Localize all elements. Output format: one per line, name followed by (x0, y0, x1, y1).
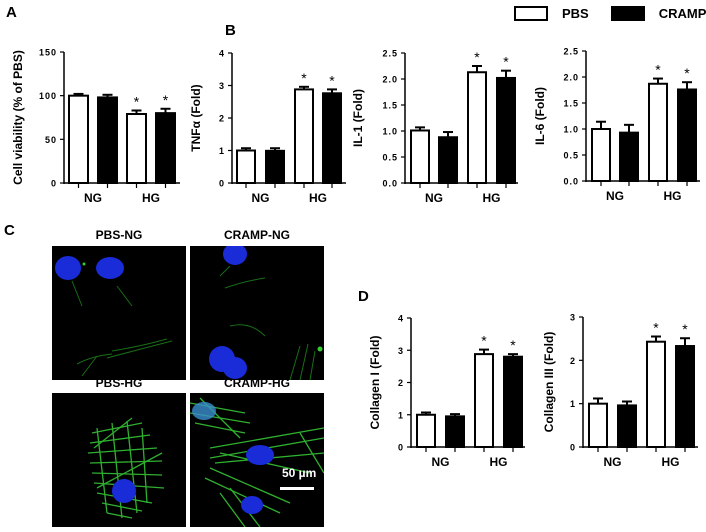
svg-text:2.5: 2.5 (382, 49, 398, 59)
svg-text:2.0: 2.0 (563, 73, 579, 83)
svg-text:2.5: 2.5 (563, 47, 579, 57)
legend-label-cramp: CRAMP (658, 5, 706, 21)
svg-text:*: * (510, 337, 516, 353)
svg-text:0.5: 0.5 (563, 151, 579, 161)
svg-text:1: 1 (570, 399, 576, 409)
svg-text:*: * (481, 333, 487, 349)
svg-text:NG: NG (252, 191, 270, 205)
svg-text:*: * (163, 92, 169, 108)
svg-text:NG: NG (606, 189, 624, 203)
nucleus-icon (223, 357, 247, 379)
svg-text:Cell viability (% of PBS): Cell viability (% of PBS) (11, 50, 25, 185)
micro-image-cramp-ng (190, 246, 324, 380)
panel-label-b: B (225, 22, 236, 39)
svg-text:3: 3 (219, 81, 225, 91)
svg-text:HG: HG (664, 189, 682, 203)
svg-text:2: 2 (398, 378, 404, 388)
svg-text:3: 3 (570, 313, 576, 323)
nucleus-icon (223, 246, 247, 265)
svg-text:NG: NG (604, 455, 622, 469)
svg-text:1.5: 1.5 (382, 101, 398, 111)
legend-label-pbs: PBS (562, 5, 589, 21)
svg-text:1.5: 1.5 (563, 99, 579, 109)
svg-text:NG: NG (84, 191, 102, 205)
svg-text:HG: HG (483, 191, 501, 205)
svg-text:0: 0 (570, 443, 576, 453)
svg-text:1: 1 (398, 410, 404, 420)
svg-text:*: * (655, 62, 661, 78)
svg-text:3: 3 (398, 346, 404, 356)
micro-title-pbs-ng: PBS-NG (95, 228, 143, 242)
nucleus-icon (112, 479, 136, 503)
svg-text:1.0: 1.0 (382, 127, 398, 137)
svg-text:0: 0 (51, 179, 57, 189)
svg-text:0.0: 0.0 (563, 177, 579, 187)
svg-text:HG: HG (662, 455, 680, 469)
svg-text:Collagen I (Fold): Collagen I (Fold) (368, 336, 382, 430)
svg-text:HG: HG (142, 191, 160, 205)
micro-image-pbs-ng (52, 246, 186, 380)
legend-swatch-cramp (610, 5, 645, 21)
svg-text:TNFα (Fold): TNFα (Fold) (189, 84, 203, 151)
svg-text:*: * (682, 321, 688, 337)
svg-text:*: * (653, 320, 659, 336)
svg-text:*: * (474, 49, 480, 65)
svg-text:*: * (329, 72, 335, 88)
micro-title-cramp-ng: CRAMP-NG (224, 228, 290, 242)
svg-text:4: 4 (219, 49, 225, 59)
legend: PBS CRAMP (514, 2, 706, 24)
svg-text:HG: HG (309, 191, 327, 205)
svg-text:HG: HG (490, 455, 508, 469)
nucleus-icon (55, 256, 81, 280)
micro-image-cramp-hg: 50 µm (190, 393, 324, 527)
panel-label-d: D (358, 288, 369, 305)
panel-label-a: A (6, 4, 17, 21)
micro-image-pbs-hg (52, 393, 186, 527)
legend-swatch-pbs (514, 5, 548, 21)
scale-bar-label: 50 µm (282, 466, 316, 480)
svg-text:100: 100 (39, 91, 57, 101)
svg-text:4: 4 (398, 314, 404, 324)
svg-text:*: * (503, 54, 509, 70)
svg-text:0.5: 0.5 (382, 153, 398, 163)
svg-text:150: 150 (39, 48, 57, 58)
nucleus-icon (96, 257, 124, 279)
svg-text:Collagen III (Fold): Collagen III (Fold) (542, 332, 556, 433)
svg-text:*: * (301, 70, 307, 86)
svg-text:0: 0 (219, 179, 225, 189)
svg-text:NG: NG (432, 455, 450, 469)
svg-text:2: 2 (219, 114, 225, 124)
svg-text:*: * (134, 94, 140, 110)
svg-text:IL-1 (Fold): IL-1 (Fold) (351, 89, 365, 147)
panel-label-c: C (4, 222, 15, 239)
svg-text:2.0: 2.0 (382, 75, 398, 85)
svg-text:1.0: 1.0 (563, 125, 579, 135)
svg-text:*: * (684, 65, 690, 81)
nucleus-icon (246, 445, 274, 465)
svg-text:NG: NG (425, 191, 443, 205)
svg-text:1: 1 (219, 146, 225, 156)
scale-bar (280, 487, 314, 490)
svg-text:IL-6 (Fold): IL-6 (Fold) (533, 87, 547, 145)
svg-text:2: 2 (570, 356, 576, 366)
svg-text:0.0: 0.0 (382, 179, 398, 189)
svg-text:0: 0 (398, 443, 404, 453)
nucleus-icon (192, 402, 216, 420)
nucleus-icon (241, 496, 263, 514)
svg-text:50: 50 (45, 135, 57, 145)
